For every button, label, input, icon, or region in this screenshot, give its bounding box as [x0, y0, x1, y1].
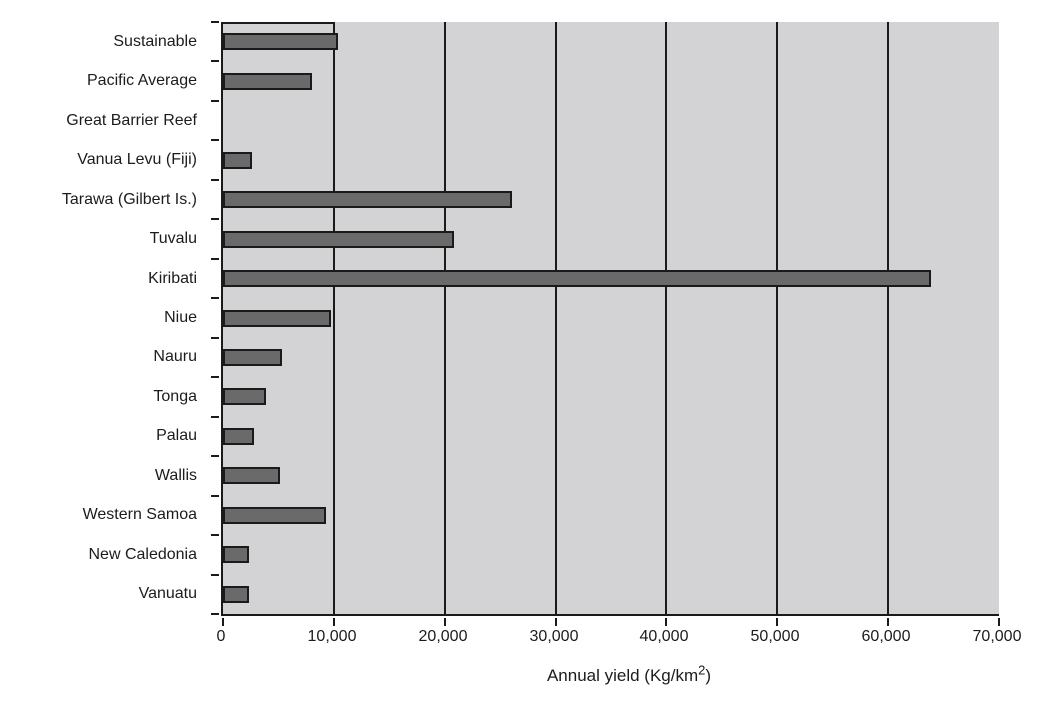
category-label: Pacific Average	[87, 72, 197, 89]
bar-niue	[223, 310, 331, 327]
gridline	[444, 22, 446, 614]
x-axis-title-close-paren: )	[705, 666, 712, 685]
y-axis-tick	[211, 297, 219, 299]
bar-vanuatu	[223, 586, 249, 603]
gridline	[665, 22, 667, 614]
category-label: Tonga	[153, 388, 197, 405]
x-axis-tick	[887, 618, 889, 626]
x-axis-tick-label: 0	[216, 628, 226, 645]
bar-western-samoa	[223, 507, 326, 524]
x-axis-title: Annual yield (Kg/km2)	[221, 663, 997, 686]
y-axis-tick	[211, 613, 219, 615]
plot-top-border-segment	[223, 22, 334, 24]
category-label: Vanuatu	[138, 585, 197, 602]
bar-palau	[223, 428, 254, 445]
y-axis-tick	[211, 258, 219, 260]
y-axis-tick	[211, 455, 219, 457]
y-axis-tick	[211, 179, 219, 181]
x-axis-tick	[776, 618, 778, 626]
bar-sustainable	[223, 33, 338, 50]
bar-nauru	[223, 349, 282, 366]
category-label: Western Samoa	[82, 506, 197, 523]
bar-tarawa-gilbert-is	[223, 191, 512, 208]
x-axis-tick-label: 60,000	[861, 628, 911, 645]
x-axis-tick	[998, 618, 1000, 626]
category-label: Vanua Levu (Fiji)	[77, 151, 197, 168]
y-axis-tick	[211, 60, 219, 62]
x-axis-tick-label: 20,000	[418, 628, 468, 645]
x-axis-tick-label: 30,000	[529, 628, 579, 645]
x-axis-title-superscript: 2	[698, 662, 706, 678]
x-axis-tick	[665, 618, 667, 626]
x-axis-tick	[555, 618, 557, 626]
category-label: Kiribati	[148, 270, 197, 287]
bar-kiribati	[223, 270, 931, 287]
y-axis-tick	[211, 139, 219, 141]
y-axis-category-labels: Sustainable Pacific Average Great Barrier …	[0, 22, 209, 614]
x-axis-tick-labels: 0 10,000 20,000 30,000 40,000 50,000 60,000 70,…	[0, 628, 1046, 650]
y-axis-tick	[211, 495, 219, 497]
gridline	[887, 22, 889, 614]
category-label: Great Barrier Reef	[66, 112, 197, 129]
y-axis-tick	[211, 100, 219, 102]
category-label: Tuvalu	[149, 230, 197, 247]
bar-tonga	[223, 388, 266, 405]
x-axis-tick-label: 40,000	[639, 628, 689, 645]
y-axis-tick	[211, 574, 219, 576]
y-axis-tick	[211, 376, 219, 378]
x-axis-tick	[333, 618, 335, 626]
x-axis-tick	[444, 618, 446, 626]
x-axis-title-text: Annual yield (Kg/km	[546, 666, 699, 685]
gridline	[776, 22, 778, 614]
bar-vanua-levu-fiji	[223, 152, 252, 169]
y-axis-tick	[211, 416, 219, 418]
gridline	[333, 22, 335, 614]
category-label: Palau	[156, 427, 197, 444]
x-axis-tick-label: 10,000	[307, 628, 357, 645]
plot-area	[211, 21, 1000, 626]
category-label: Niue	[164, 309, 197, 326]
bar-wallis	[223, 467, 280, 484]
bar-new-caledonia	[223, 546, 249, 563]
y-axis-tick	[211, 337, 219, 339]
y-axis-tick	[211, 21, 219, 23]
category-label: Nauru	[153, 348, 197, 365]
category-label: Sustainable	[113, 33, 197, 50]
bar-tuvalu	[223, 231, 454, 248]
x-axis-tick	[222, 618, 224, 626]
x-axis-tick-label: 70,000	[972, 628, 1022, 645]
category-label: New Caledonia	[88, 546, 197, 563]
category-label: Wallis	[154, 467, 197, 484]
gridline	[555, 22, 557, 614]
y-axis-tick	[211, 218, 219, 220]
y-axis-tick	[211, 534, 219, 536]
category-label: Tarawa (Gilbert Is.)	[61, 191, 197, 208]
bar-pacific-average	[223, 73, 312, 90]
x-axis-tick-label: 50,000	[750, 628, 800, 645]
